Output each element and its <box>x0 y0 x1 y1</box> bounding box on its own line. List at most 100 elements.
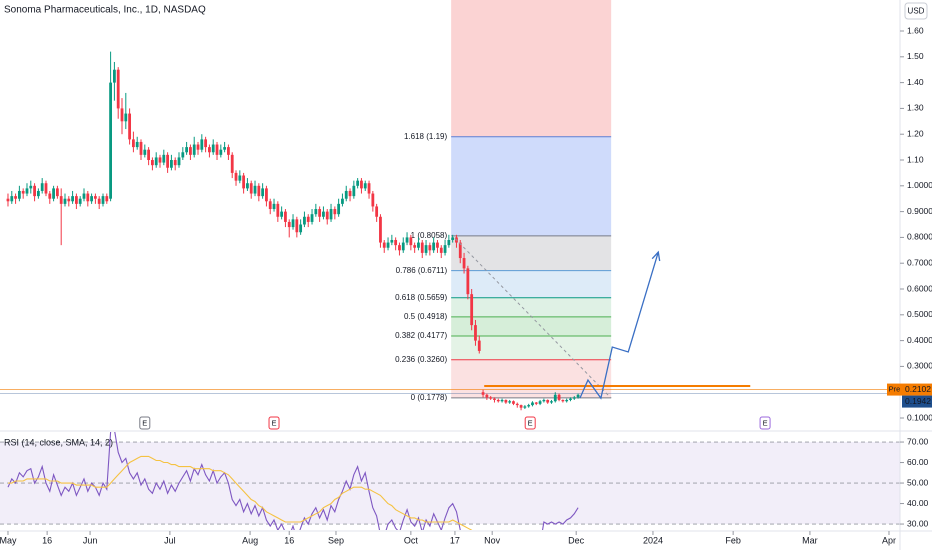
candle-body <box>181 152 185 158</box>
candle-body <box>196 144 200 150</box>
candle-body <box>147 149 151 161</box>
x-tick-label: Jul <box>164 535 176 545</box>
candle-body <box>6 198 10 202</box>
candle-body <box>337 203 341 215</box>
last-tag-bg <box>902 395 932 408</box>
candle-body <box>48 193 52 199</box>
fib-top-fill <box>451 0 612 137</box>
fib-zone <box>451 297 612 317</box>
candle-body <box>253 185 257 194</box>
indicator-line <box>7 432 579 530</box>
earnings-marker[interactable] <box>524 416 536 430</box>
candle-body <box>10 196 14 202</box>
candle-body <box>474 325 477 341</box>
candle-body <box>116 69 120 109</box>
candle-body <box>52 188 55 199</box>
x-tick-label: 17 <box>450 535 460 545</box>
candle-body <box>466 268 470 295</box>
fib-label: 1 (0.8058) <box>411 231 448 240</box>
candle-body <box>314 209 318 215</box>
candle-body <box>109 82 112 199</box>
candle-body <box>572 397 576 399</box>
candle-body <box>333 209 337 215</box>
candle-body <box>462 258 466 269</box>
candle-body <box>204 139 208 148</box>
candle-body <box>71 196 74 202</box>
y-tick-label: 1.50 <box>907 51 924 61</box>
candle-body <box>261 188 265 197</box>
rsi-title: RSI (14, close, SMA, 14, 2) <box>4 437 113 447</box>
candle-body <box>382 242 386 248</box>
fib-label: 0.382 (0.4177) <box>395 331 447 340</box>
candle-body <box>185 147 189 153</box>
candle-body <box>318 209 322 217</box>
candle-body <box>192 144 196 155</box>
x-tick-label: 16 <box>42 535 52 545</box>
candle-body <box>78 198 82 204</box>
candle-body <box>451 237 455 240</box>
candle-body <box>413 245 417 248</box>
candle-body <box>33 185 36 197</box>
x-tick-label: Sep <box>328 535 344 545</box>
candle-body <box>500 399 504 402</box>
candle-body <box>124 113 128 122</box>
candle-body <box>154 157 158 166</box>
candle-body <box>527 405 531 407</box>
candle-body <box>576 394 580 398</box>
price-pane: 1.618 (1.19) 1 (0.8058) 0.786 (0.6711) 0.61… <box>0 0 900 411</box>
candle-body <box>523 406 527 408</box>
rsi-y-tick-label: 70.00 <box>907 436 929 446</box>
candle-body <box>447 239 451 246</box>
candle-body <box>341 198 344 204</box>
y-tick-label: 0.6000 <box>907 283 932 293</box>
candle-body <box>352 185 356 197</box>
y-tick-label: 0.3000 <box>907 361 932 371</box>
candle-body <box>360 180 363 189</box>
candle-body <box>493 398 496 400</box>
candle-body <box>295 219 299 233</box>
candle-body <box>367 183 371 194</box>
earnings-marker[interactable] <box>268 416 280 430</box>
candle-body <box>363 183 367 189</box>
candle-body <box>93 196 97 199</box>
currency: USD <box>908 7 925 16</box>
candle-body <box>322 211 325 217</box>
earnings-marker[interactable] <box>139 416 151 430</box>
rsi-y-tick-label: 30.00 <box>907 518 929 528</box>
projection-arrowhead <box>651 250 661 262</box>
candle-body <box>515 403 519 406</box>
earnings-marker[interactable] <box>759 416 771 430</box>
candle-body <box>113 69 116 83</box>
x-tick-label: May <box>0 535 17 545</box>
y-tick-label: 1.10 <box>907 154 924 164</box>
candle-body <box>310 214 314 222</box>
candle-body <box>394 239 398 246</box>
currency-box[interactable] <box>904 2 928 20</box>
candle-body <box>90 196 93 202</box>
fib-zone <box>451 359 612 398</box>
earnings-label: E <box>272 418 277 427</box>
pre-tag-name: Pre <box>889 385 901 394</box>
candle-body <box>519 405 523 408</box>
fib-zone <box>451 316 612 337</box>
candle-body <box>227 147 230 155</box>
candle-body <box>189 147 192 155</box>
fib-label: 1.618 (1.19) <box>404 132 447 141</box>
candle-body <box>401 242 405 251</box>
y-tick-label: 0.9000 <box>907 206 932 216</box>
candle-body <box>219 149 223 155</box>
candle-body <box>238 175 242 181</box>
candle-body <box>386 242 390 248</box>
candle-body <box>44 183 48 194</box>
x-tick-label: Nov <box>484 535 501 545</box>
pre-tag-value: 0.2102 <box>905 384 931 394</box>
candle-body <box>105 196 109 202</box>
candle-body <box>21 190 25 194</box>
candle-body <box>55 188 59 197</box>
candle-body <box>458 242 462 259</box>
candle-body <box>565 399 569 402</box>
candle-body <box>177 157 181 166</box>
candle-body <box>257 185 261 197</box>
candle-body <box>550 401 553 403</box>
y-tick-label: 1.0000 <box>907 180 932 190</box>
